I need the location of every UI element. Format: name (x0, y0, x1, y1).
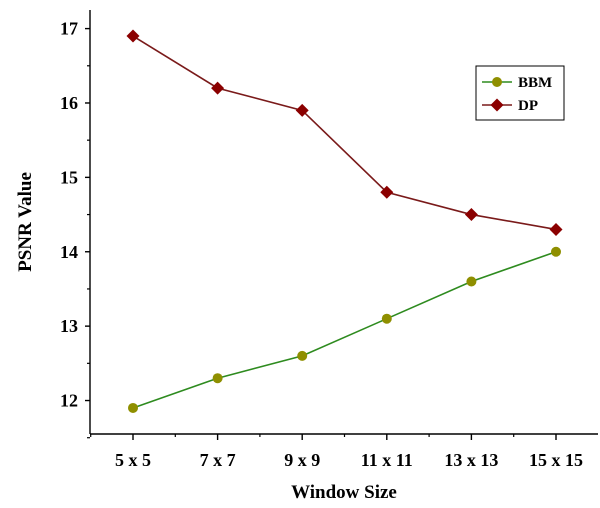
y-tick-label: 12 (60, 391, 78, 411)
data-point-dp (464, 208, 478, 222)
series-dp (126, 29, 563, 236)
series-layer (126, 29, 563, 413)
data-point-dp (295, 103, 309, 117)
y-tick-label: 16 (60, 93, 78, 113)
series-line-dp (132, 35, 557, 231)
data-point-bbm (128, 402, 138, 413)
data-point-bbm (381, 313, 392, 324)
y-ticks: 12 13 14 15 16 17 (60, 19, 90, 439)
x-tick-label: 9 x 9 (284, 450, 320, 470)
data-point-bbm (551, 246, 561, 257)
data-point-dp (126, 29, 140, 43)
y-tick-label: 17 (60, 19, 78, 39)
legend: BBM DP (475, 65, 565, 121)
y-axis-label: PSNR Value (15, 172, 36, 272)
legend-marker-bbm (492, 77, 502, 87)
y-tick-label: 15 (60, 167, 78, 187)
legend-box (475, 65, 565, 121)
data-point-bbm (297, 350, 308, 361)
x-tick-label: 15 x 15 (529, 450, 583, 470)
x-tick-label: 13 x 13 (444, 450, 498, 470)
data-point-bbm (466, 276, 477, 287)
legend-label-bbm: BBM (518, 75, 552, 91)
data-point-dp (211, 81, 225, 95)
x-tick-label: 11 x 11 (361, 450, 413, 470)
data-point-bbm (212, 373, 223, 384)
x-tick-label: 5 x 5 (115, 450, 151, 470)
x-ticks: 5 x 5 7 x 7 9 x 9 11 x 11 13 x 13 15 x 15 (90, 434, 583, 470)
data-point-dp (549, 222, 563, 236)
legend-marker-dp (490, 98, 504, 112)
x-axis-label: Window Size (291, 482, 397, 503)
series-bbm (128, 246, 561, 413)
legend-label-dp: DP (518, 98, 538, 114)
y-tick-label: 13 (60, 316, 78, 336)
series-line-bbm (132, 250, 557, 409)
data-point-dp (380, 185, 394, 199)
x-tick-label: 7 x 7 (200, 450, 236, 470)
y-tick-label: 14 (60, 242, 78, 262)
